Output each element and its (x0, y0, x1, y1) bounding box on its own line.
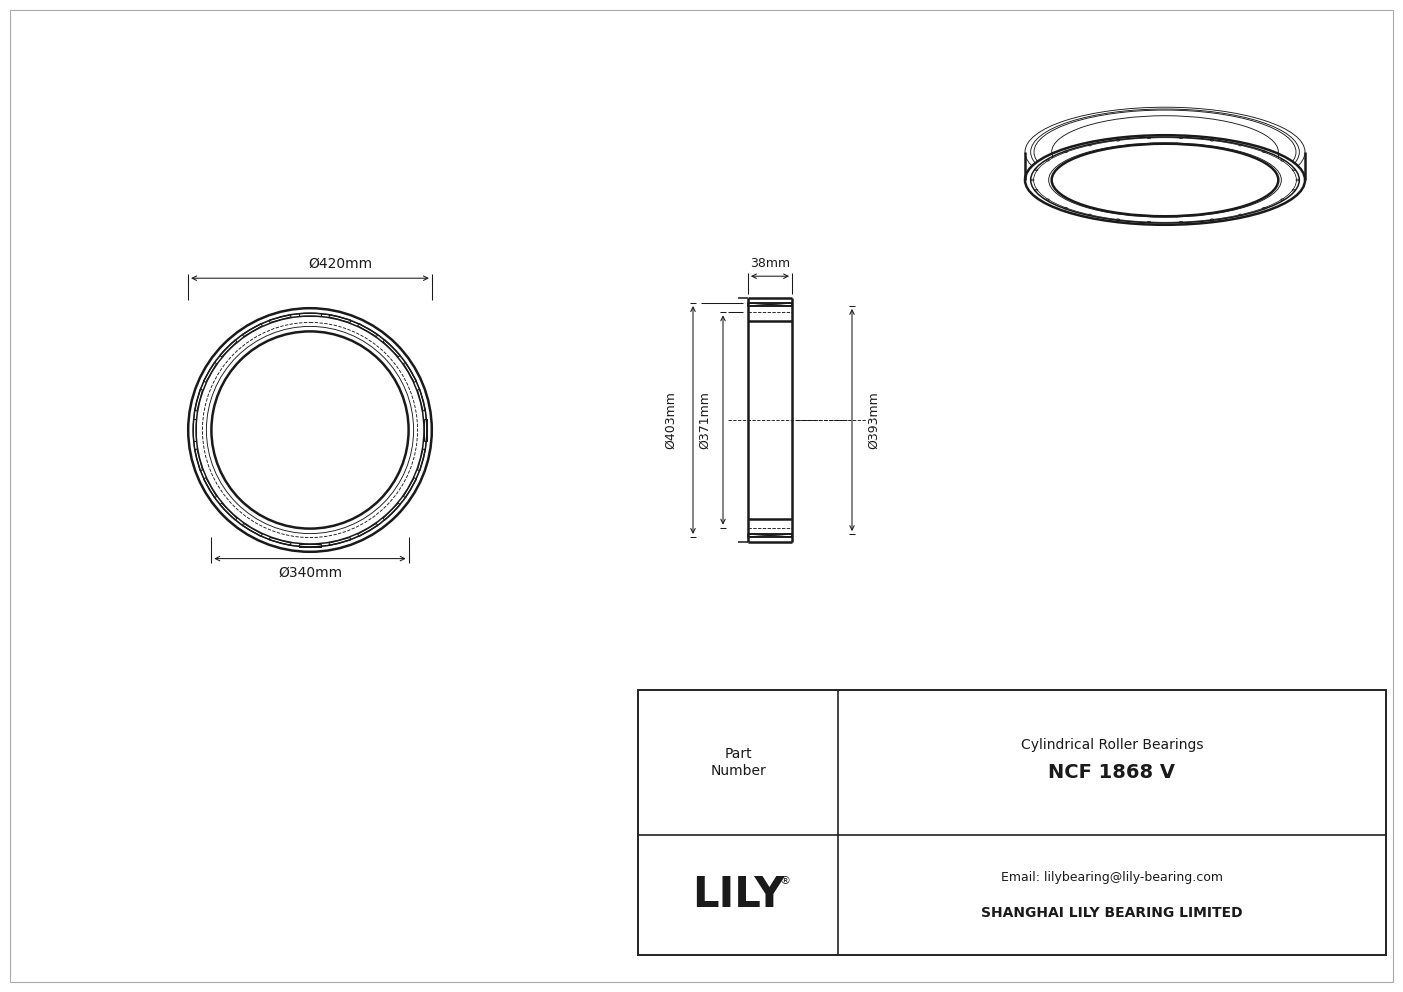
Bar (748, 304, 793, 306)
Text: NCF 1868 V: NCF 1868 V (1048, 763, 1176, 782)
Text: Ø393mm: Ø393mm (867, 391, 881, 448)
Text: Part
Number: Part Number (710, 747, 766, 778)
Text: 38mm: 38mm (751, 257, 790, 270)
Bar (748, 534, 793, 537)
Text: Ø420mm: Ø420mm (307, 257, 372, 271)
Text: LILY: LILY (692, 874, 784, 916)
Text: Ø371mm: Ø371mm (699, 391, 711, 449)
Ellipse shape (1034, 138, 1296, 222)
Bar (638, 690, 1386, 955)
Text: Cylindrical Roller Bearings: Cylindrical Roller Bearings (1021, 737, 1204, 752)
Text: Ø403mm: Ø403mm (665, 391, 678, 449)
Text: SHANGHAI LILY BEARING LIMITED: SHANGHAI LILY BEARING LIMITED (981, 906, 1243, 920)
Text: Ø340mm: Ø340mm (278, 565, 342, 579)
Text: Email: lilybearing@lily-bearing.com: Email: lilybearing@lily-bearing.com (1000, 871, 1223, 884)
Ellipse shape (1026, 135, 1305, 225)
Text: ®: ® (780, 876, 790, 886)
